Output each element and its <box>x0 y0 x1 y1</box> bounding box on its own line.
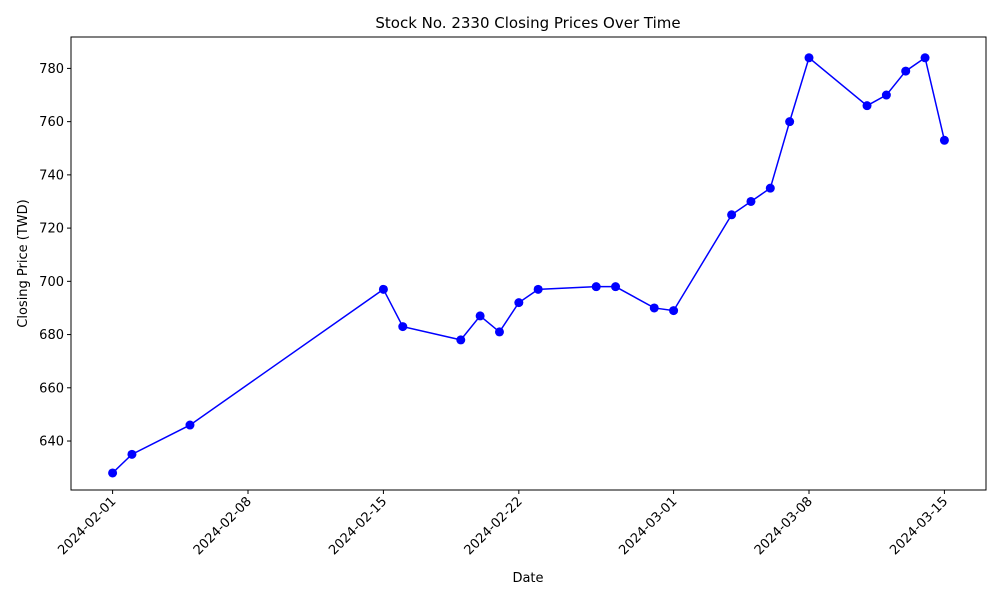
data-point <box>862 101 872 111</box>
x-tick-label: 2024-03-08 <box>752 494 816 558</box>
plot-frame <box>70 36 987 491</box>
x-tick-label: 2024-03-01 <box>616 494 680 558</box>
series-line <box>112 56 946 474</box>
y-tick-label: 720 <box>39 222 64 237</box>
data-point <box>533 284 543 294</box>
data-point <box>881 90 891 100</box>
x-tick-label: 2024-02-22 <box>462 494 526 558</box>
data-point <box>494 327 504 337</box>
chart-title: Stock No. 2330 Closing Prices Over Time <box>375 14 680 32</box>
data-point <box>804 53 814 63</box>
x-tick-label: 2024-03-15 <box>887 494 951 558</box>
data-point <box>746 196 756 206</box>
y-tick-label: 760 <box>39 115 64 130</box>
data-point <box>649 303 659 313</box>
data-point <box>669 306 679 316</box>
data-point <box>127 449 137 459</box>
data-point <box>185 420 195 430</box>
data-point <box>727 210 737 220</box>
y-axis: 640 660 680 700 720 740 760 780 <box>39 62 71 450</box>
data-point <box>378 284 388 294</box>
x-tick-label: 2024-02-15 <box>326 494 390 558</box>
y-tick-label: 660 <box>39 381 64 396</box>
data-point <box>475 311 485 321</box>
data-point <box>398 322 408 332</box>
y-tick-label: 700 <box>39 275 64 290</box>
data-point <box>591 282 601 292</box>
y-tick-label: 640 <box>39 435 64 450</box>
data-point <box>939 135 949 145</box>
x-axis-label: Date <box>512 571 543 586</box>
y-axis-label: Closing Price (TWD) <box>16 199 31 327</box>
y-tick-label: 780 <box>39 62 64 77</box>
series-closing-price <box>108 53 949 478</box>
data-point <box>920 53 930 63</box>
data-point <box>901 66 911 76</box>
data-point <box>514 298 524 308</box>
data-point <box>456 335 466 345</box>
data-point <box>611 282 621 292</box>
y-tick-label: 680 <box>39 328 64 343</box>
data-point <box>765 183 775 193</box>
data-point <box>108 468 118 478</box>
x-axis: 2024-02-01 2024-02-08 2024-02-15 2024-02-22… <box>55 490 951 558</box>
y-tick-label: 740 <box>39 168 64 183</box>
x-tick-label: 2024-02-08 <box>191 494 255 558</box>
x-tick-label: 2024-02-01 <box>55 494 119 558</box>
data-point <box>785 117 795 127</box>
